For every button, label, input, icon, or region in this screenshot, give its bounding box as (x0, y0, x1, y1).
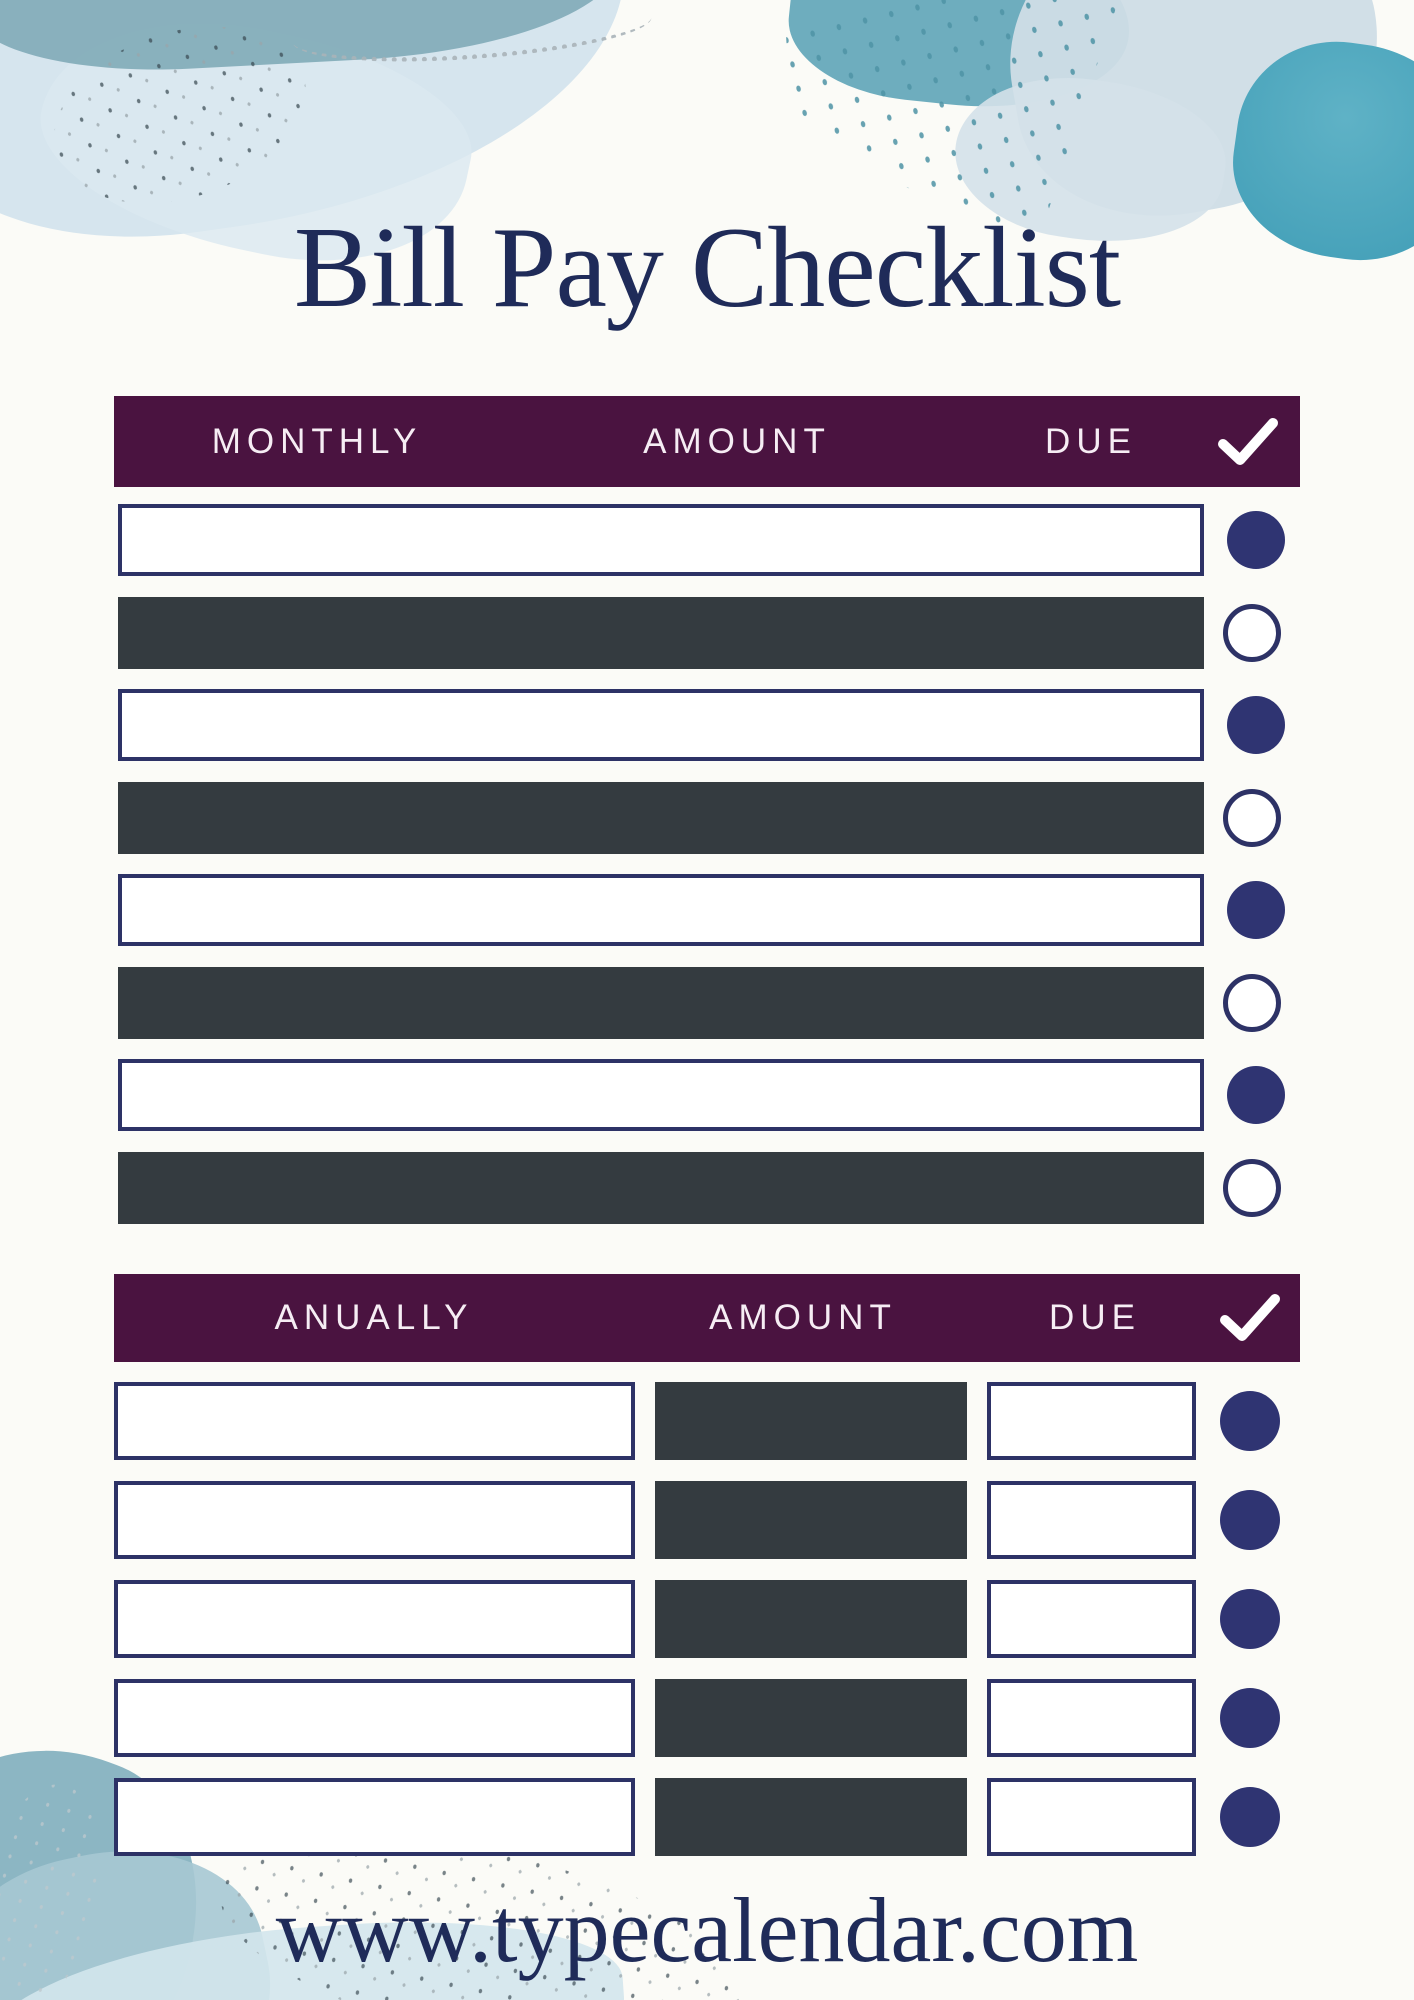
check-circle-filled[interactable] (1227, 881, 1285, 939)
bill-entry-row[interactable] (118, 596, 1281, 669)
due-date-field[interactable] (987, 1679, 1196, 1757)
bill-entry-row[interactable] (118, 1151, 1281, 1224)
check-circle-filled[interactable] (1220, 1391, 1280, 1451)
bill-name-field[interactable] (114, 1679, 635, 1757)
check-circle-filled[interactable] (1227, 511, 1285, 569)
monthly-table-header: MONTHLY AMOUNT DUE (114, 396, 1300, 487)
check-circle-empty[interactable] (1223, 603, 1281, 662)
column-header-amount: AMOUNT (643, 421, 831, 461)
column-header-amount: AMOUNT (709, 1298, 897, 1337)
check-circle-filled[interactable] (1220, 1688, 1280, 1748)
due-date-field[interactable] (987, 1382, 1196, 1460)
bill-name-field[interactable] (114, 1481, 635, 1559)
check-circle-filled[interactable] (1227, 696, 1285, 754)
column-header-due: DUE (1049, 1298, 1141, 1337)
due-date-field[interactable] (987, 1580, 1196, 1658)
check-circle-filled[interactable] (1220, 1787, 1280, 1847)
annual-table-header: ANUALLY AMOUNT DUE (114, 1274, 1300, 1362)
annual-entry-row (114, 1481, 1300, 1559)
column-header-due: DUE (1045, 421, 1137, 461)
monthly-rows-list (118, 504, 1285, 1244)
check-circle-filled[interactable] (1227, 1066, 1285, 1124)
bill-name-field[interactable] (114, 1778, 635, 1856)
due-date-field[interactable] (987, 1481, 1196, 1559)
column-header-anually: ANUALLY (274, 1298, 474, 1337)
amount-field (655, 1778, 967, 1856)
annual-entry-row (114, 1580, 1300, 1658)
check-circle-filled[interactable] (1220, 1490, 1280, 1550)
bill-name-field[interactable] (114, 1580, 635, 1658)
check-circle-empty[interactable] (1223, 1158, 1281, 1217)
check-icon (1217, 416, 1279, 468)
bill-entry-row[interactable] (118, 874, 1285, 946)
annual-entry-row (114, 1778, 1300, 1856)
bill-entry-row[interactable] (118, 689, 1285, 761)
amount-field (655, 1382, 967, 1460)
amount-field (655, 1580, 967, 1658)
due-date-field[interactable] (987, 1778, 1196, 1856)
glitter-arc-top (290, 0, 654, 72)
website-url: www.typecalendar.com (275, 1879, 1139, 1981)
check-circle-filled[interactable] (1220, 1589, 1280, 1649)
annual-rows-list (114, 1382, 1300, 1877)
column-header-monthly: MONTHLY (211, 421, 423, 461)
annual-entry-row (114, 1382, 1300, 1460)
check-icon (1219, 1292, 1281, 1344)
bill-entry-row[interactable] (118, 1059, 1285, 1131)
bill-entry-row[interactable] (118, 781, 1281, 854)
annual-entry-row (114, 1679, 1300, 1757)
bill-entry-row[interactable] (118, 966, 1281, 1039)
check-circle-empty[interactable] (1223, 973, 1281, 1032)
amount-field (655, 1679, 967, 1757)
watercolor-blob-top-right-teal (781, 0, 1139, 123)
watercolor-band-top (0, 0, 624, 80)
amount-field (655, 1481, 967, 1559)
check-circle-empty[interactable] (1223, 788, 1281, 847)
bill-name-field[interactable] (114, 1382, 635, 1460)
page-title: Bill Pay Checklist (293, 204, 1121, 332)
bill-entry-row[interactable] (118, 504, 1285, 576)
